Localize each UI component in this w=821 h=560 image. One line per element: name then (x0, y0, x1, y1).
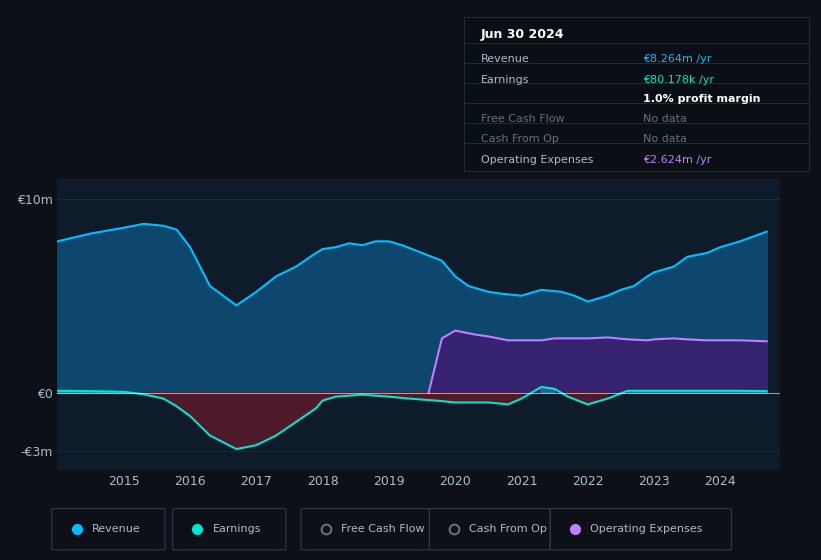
Text: Operating Expenses: Operating Expenses (481, 156, 594, 165)
Text: Operating Expenses: Operating Expenses (590, 524, 703, 534)
Text: Earnings: Earnings (213, 524, 261, 534)
Text: €2.624m /yr: €2.624m /yr (643, 156, 712, 165)
Text: €8.264m /yr: €8.264m /yr (643, 54, 712, 64)
Text: No data: No data (643, 134, 687, 144)
Text: Revenue: Revenue (481, 54, 530, 64)
Text: Cash From Op: Cash From Op (481, 134, 559, 144)
Text: No data: No data (643, 114, 687, 124)
Text: €80.178k /yr: €80.178k /yr (643, 76, 714, 85)
Text: Earnings: Earnings (481, 76, 530, 85)
Text: Free Cash Flow: Free Cash Flow (481, 114, 565, 124)
Text: Free Cash Flow: Free Cash Flow (341, 524, 424, 534)
Text: Jun 30 2024: Jun 30 2024 (481, 27, 565, 40)
Text: 1.0% profit margin: 1.0% profit margin (643, 94, 761, 104)
Text: Revenue: Revenue (92, 524, 140, 534)
Text: Cash From Op: Cash From Op (470, 524, 548, 534)
